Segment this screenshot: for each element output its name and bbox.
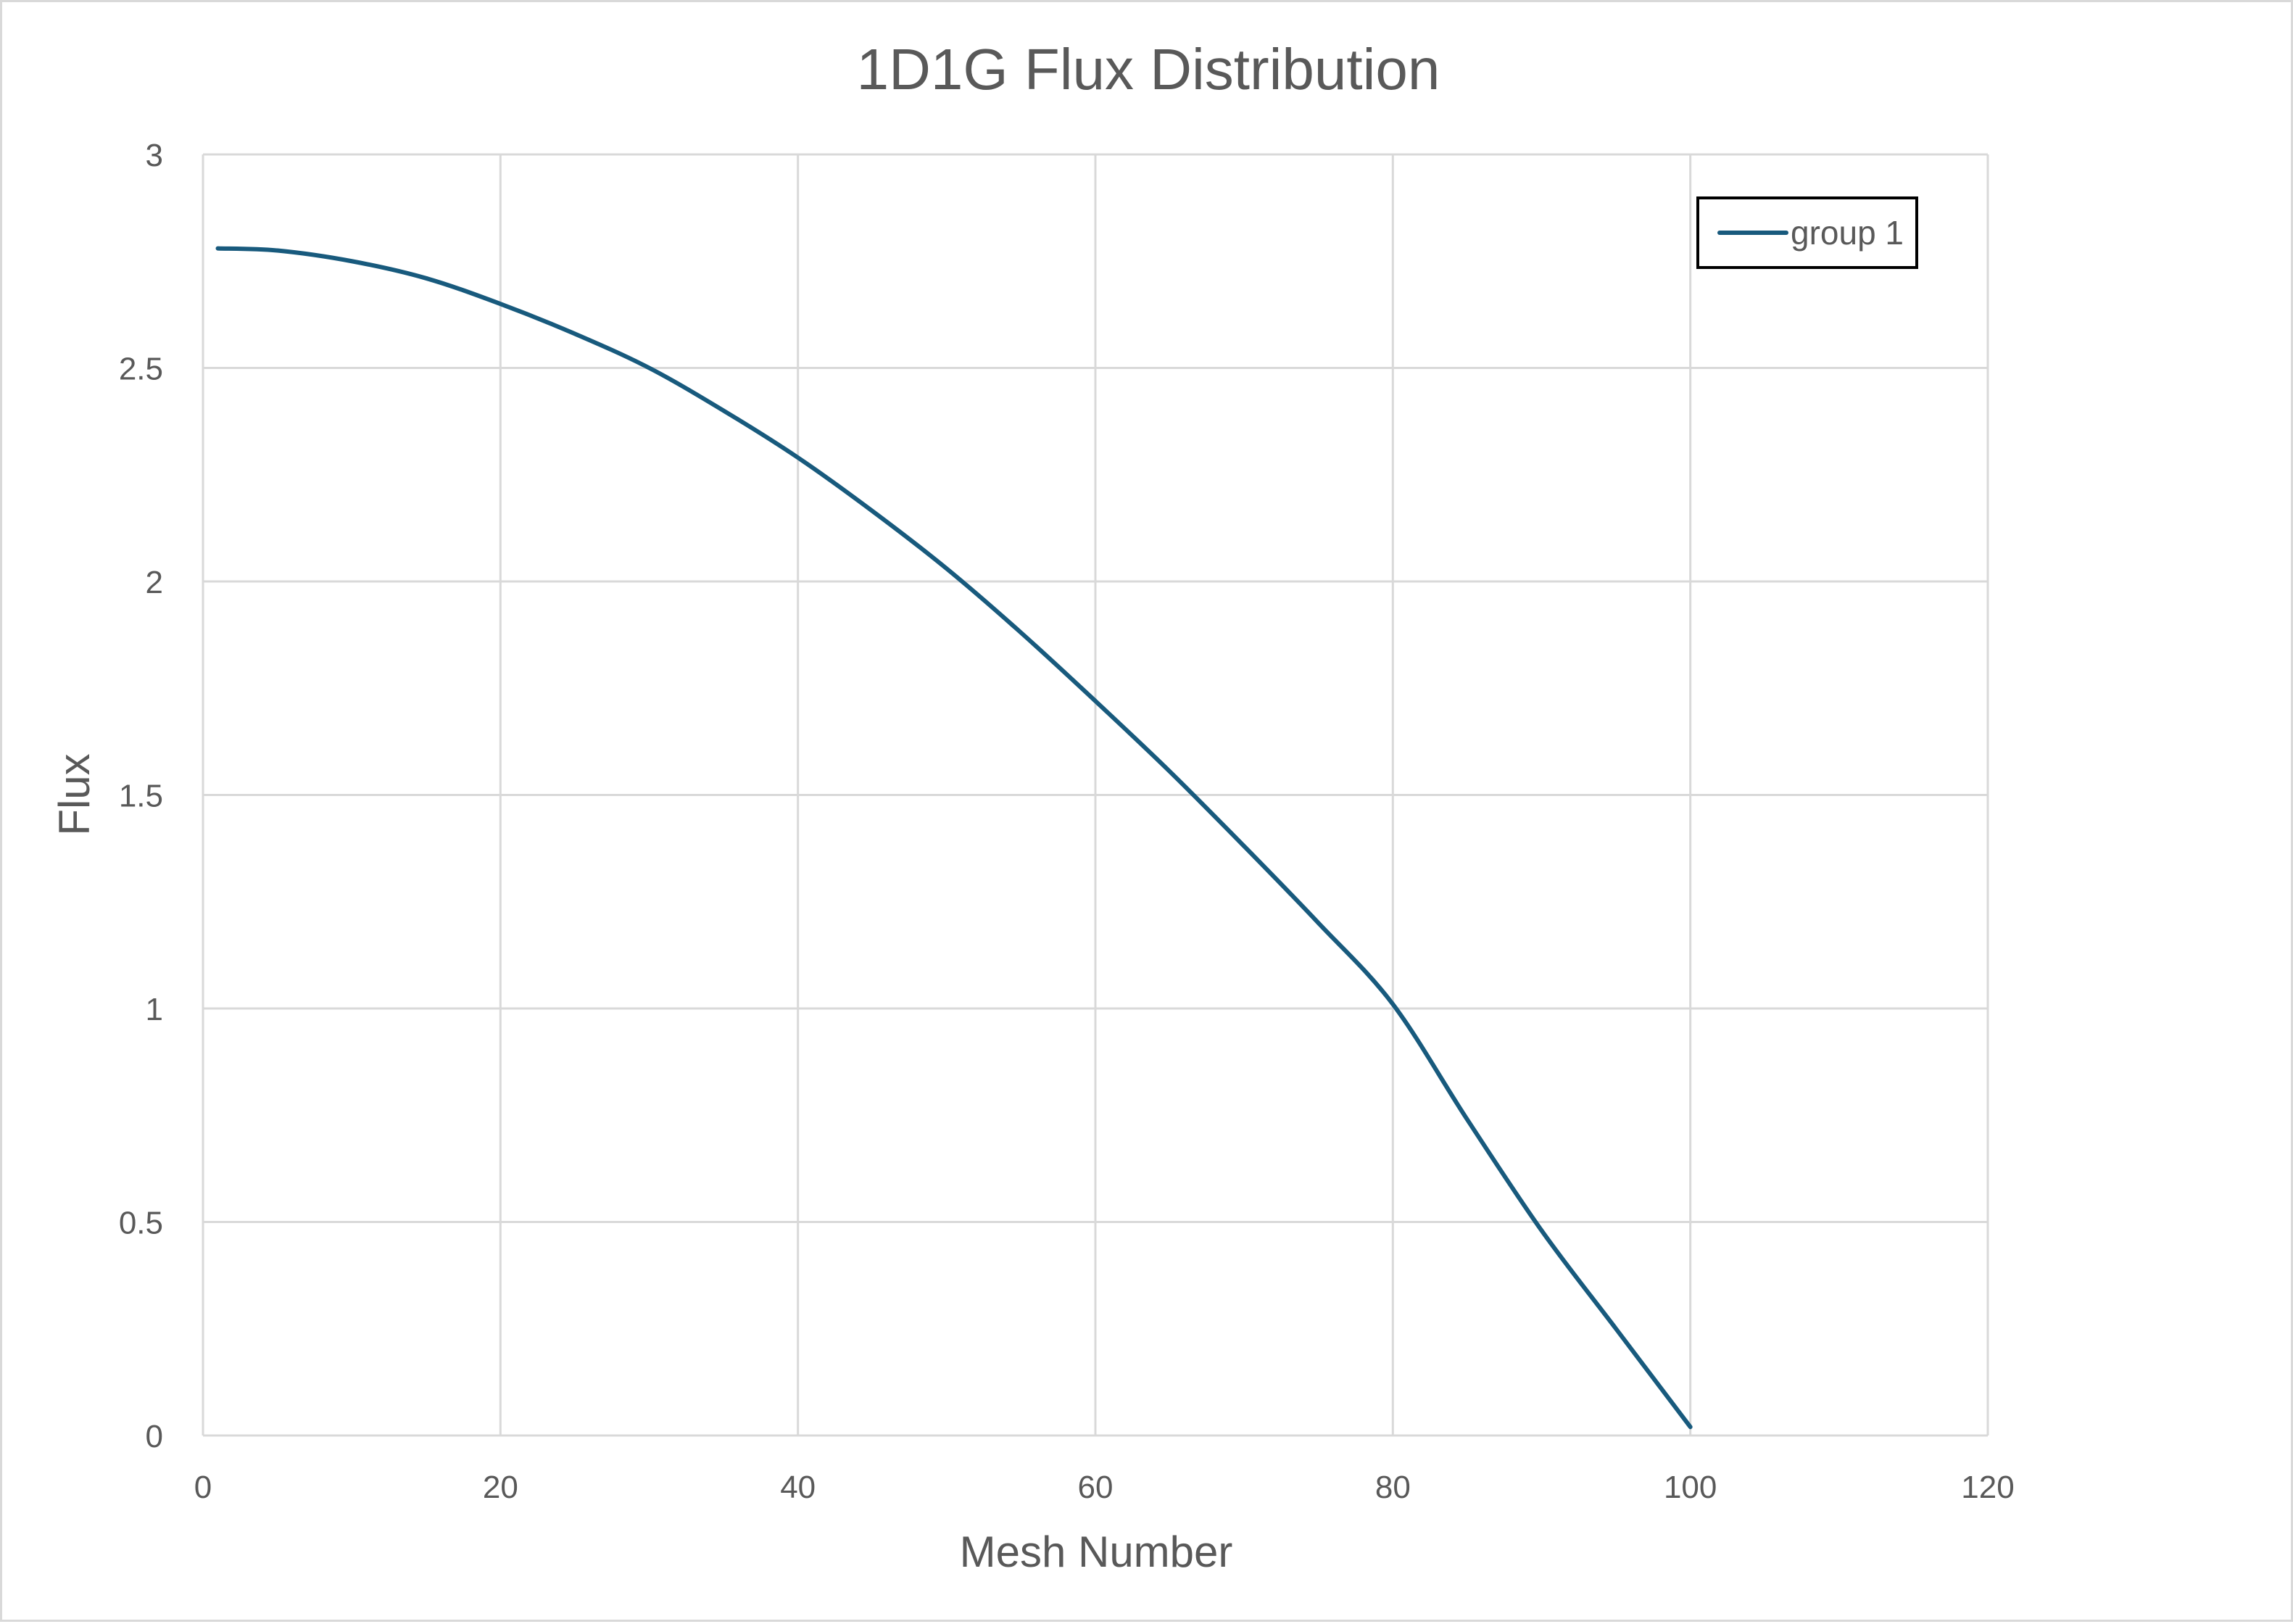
y-tick-label: 2 [146, 565, 163, 600]
x-tick-label: 120 [1961, 1470, 2014, 1505]
x-tick-label: 0 [194, 1470, 212, 1505]
y-tick-label: 1 [146, 992, 163, 1027]
y-tick-label: 0.5 [119, 1206, 163, 1241]
series-line-group-1 [215, 246, 1693, 1430]
y-axis-ticks: 0 0.5 1 1.5 2 2.5 3 [119, 138, 163, 1454]
x-tick-label: 60 [1078, 1470, 1114, 1505]
chart-title: 1D1G Flux Distribution [857, 37, 1440, 102]
x-tick-label: 40 [780, 1470, 816, 1505]
legend-label-group-1: group 1 [1791, 214, 1904, 252]
x-tick-label: 100 [1664, 1470, 1717, 1505]
x-tick-label: 80 [1375, 1470, 1411, 1505]
x-axis-ticks: 0 20 40 60 80 100 120 [194, 1470, 2015, 1505]
y-tick-label: 1.5 [119, 779, 163, 814]
legend: group 1 [1696, 196, 1918, 269]
y-tick-label: 3 [146, 138, 163, 173]
x-tick-label: 20 [483, 1470, 518, 1505]
series-layer [215, 246, 1693, 1430]
y-tick-label: 0 [146, 1419, 163, 1454]
y-axis-title: Flux [50, 753, 99, 835]
gridlines [202, 153, 1989, 1437]
x-axis-title: Mesh Number [960, 1528, 1233, 1576]
y-tick-label: 2.5 [119, 352, 163, 387]
